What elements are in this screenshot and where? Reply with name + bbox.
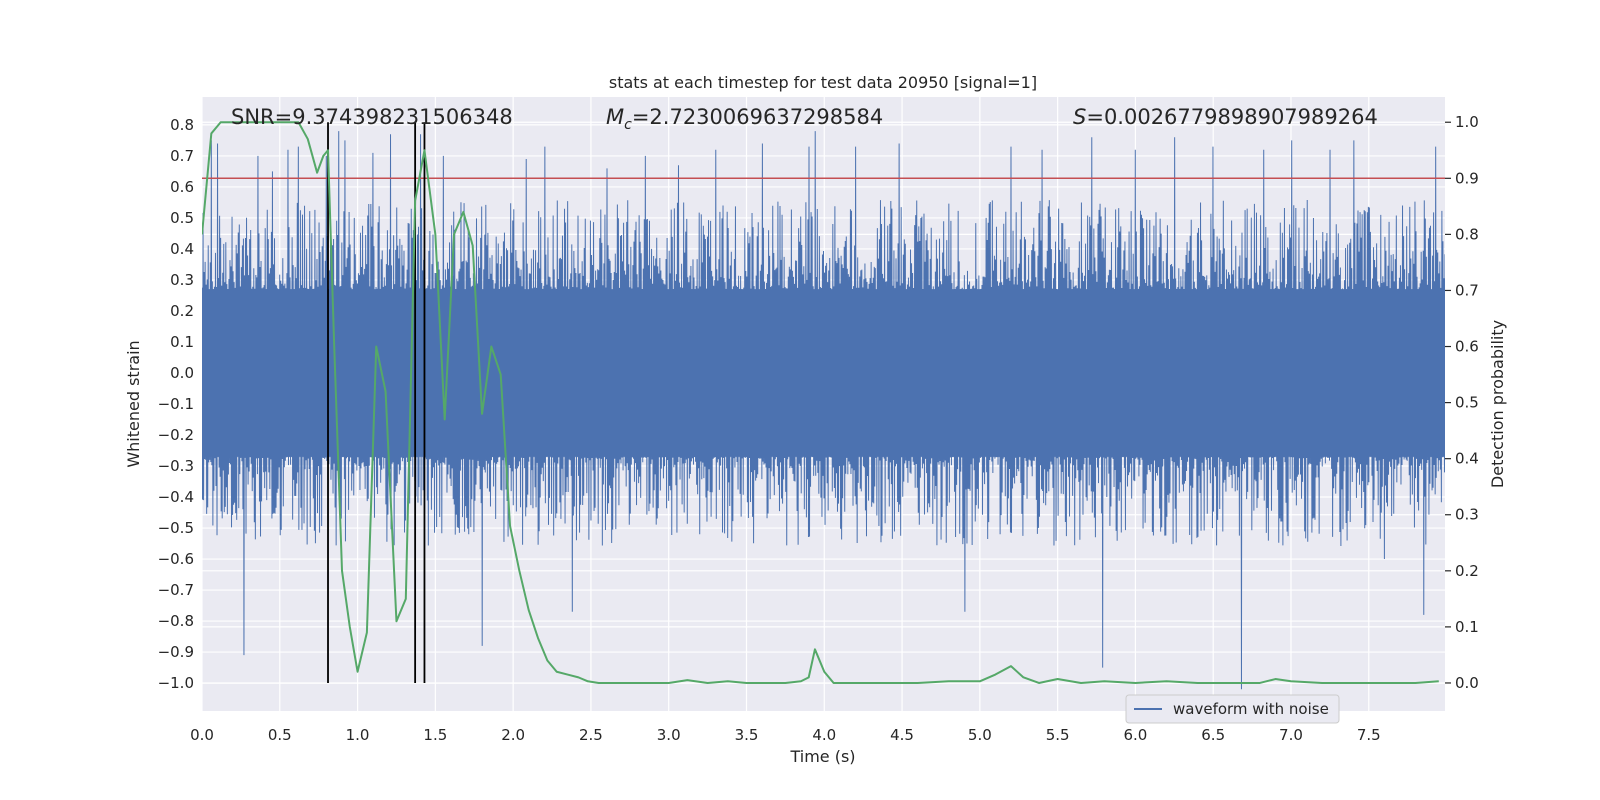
left-y-axis-label: Whitened strain [124, 340, 143, 467]
right-y-tick-label: 0.1 [1455, 618, 1479, 636]
waveform-line [202, 131, 1445, 690]
x-tick-label: 6.5 [1201, 726, 1225, 744]
x-tick-label: 0.5 [268, 726, 292, 744]
x-tick-label: 6.0 [1123, 726, 1147, 744]
left-y-tick-label: −0.7 [158, 581, 194, 599]
right-y-tick-label: 0.9 [1455, 169, 1479, 187]
right-y-tick-label: 0.4 [1455, 450, 1479, 468]
right-y-tick-label: 0.6 [1455, 338, 1479, 356]
left-y-tick-label: −0.8 [158, 612, 194, 630]
x-tick-label: 3.5 [735, 726, 759, 744]
right-y-tick-label: 0.0 [1455, 674, 1479, 692]
left-y-tick-label: 0.4 [170, 240, 194, 258]
left-y-tick-label: −0.5 [158, 519, 194, 537]
x-tick-label: 1.5 [423, 726, 447, 744]
left-y-tick-label: −0.3 [158, 457, 194, 475]
left-y-tick-label: 0.0 [170, 364, 194, 382]
left-y-tick-label: −0.4 [158, 488, 194, 506]
statistic-annotation: S=0.0026779898907989264 [1073, 105, 1378, 129]
x-axis-ticks: 0.0 0.5 1.0 1.5 2.0 2.5 3.0 3.5 4.0 4.5 5.0 5.5 6.0 6… [190, 726, 1381, 744]
x-tick-label: 1.0 [346, 726, 370, 744]
right-y-tick-label: 0.7 [1455, 281, 1479, 299]
x-axis-label: Time (s) [789, 747, 855, 766]
x-tick-label: 5.5 [1046, 726, 1070, 744]
right-y-tick-label: 0.2 [1455, 562, 1479, 580]
right-y-tick-label: 0.5 [1455, 394, 1479, 412]
x-tick-label: 5.0 [968, 726, 992, 744]
x-tick-label: 3.0 [657, 726, 681, 744]
statistic-symbol: S [1073, 105, 1086, 129]
x-tick-label: 7.5 [1357, 726, 1381, 744]
x-tick-label: 7.0 [1279, 726, 1303, 744]
snr-annotation: SNR=9.374398231506348 [231, 105, 513, 129]
left-y-tick-label: −0.2 [158, 426, 194, 444]
chirp-mass-value: =2.7230069637298584 [632, 105, 883, 129]
legend-box [1125, 694, 1340, 724]
chirp-mass-subscript: c [624, 117, 632, 133]
chart-title: stats at each timestep for test data 209… [609, 73, 1037, 92]
x-tick-label: 2.5 [579, 726, 603, 744]
left-y-tick-label: −0.6 [158, 550, 194, 568]
x-tick-label: 4.0 [812, 726, 836, 744]
left-y-tick-label: 0.5 [170, 209, 194, 227]
chirp-mass-symbol: M [606, 105, 624, 129]
x-tick-label: 4.5 [890, 726, 914, 744]
right-y-axis-label: Detection probability [1488, 320, 1507, 488]
left-y-tick-label: 0.6 [170, 178, 194, 196]
probability-series [202, 121, 1439, 684]
left-y-tick-label: 0.8 [170, 116, 194, 134]
chirp-mass-annotation: Mc=2.7230069637298584 [606, 105, 883, 133]
left-y-tick-label: −1.0 [158, 674, 194, 692]
legend: waveform with noise [1125, 694, 1340, 724]
probability-line [202, 121, 1439, 684]
left-y-tick-label: 0.1 [170, 333, 194, 351]
statistic-value: =0.0026779898907989264 [1086, 105, 1378, 129]
right-y-axis-ticks: 1.0 0.9 0.8 0.7 0.6 0.5 0.4 0.3 0.2 0.1 0.0 [1445, 113, 1479, 692]
right-y-tick-label: 0.3 [1455, 506, 1479, 524]
left-y-tick-label: −0.1 [158, 395, 194, 413]
right-y-tick-label: 0.8 [1455, 225, 1479, 243]
left-y-axis-ticks: 0.8 0.7 0.6 0.5 0.4 0.3 0.2 0.1 0.0 −0.1 −0.2 −0.3 −… [158, 116, 194, 692]
left-y-tick-label: −0.9 [158, 643, 194, 661]
right-y-tick-label: 1.0 [1455, 113, 1479, 131]
legend-label: waveform with noise [1173, 700, 1329, 718]
x-tick-label: 2.0 [501, 726, 525, 744]
x-tick-label: 0.0 [190, 726, 214, 744]
left-y-tick-label: 0.7 [170, 147, 194, 165]
left-y-tick-label: 0.2 [170, 302, 194, 320]
left-y-tick-label: 0.3 [170, 271, 194, 289]
